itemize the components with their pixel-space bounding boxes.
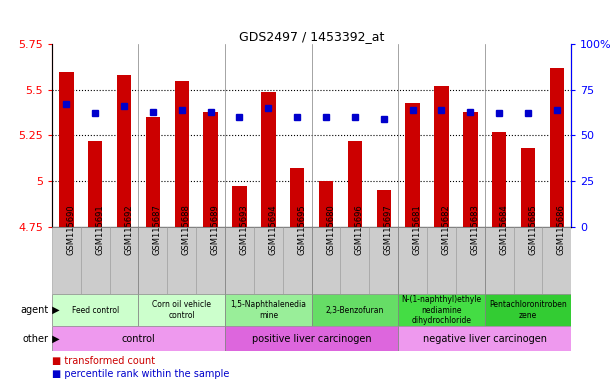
Bar — [463, 112, 478, 227]
Bar — [52, 294, 139, 326]
Bar — [369, 227, 398, 294]
Text: 1,5-Naphthalenedia
mine: 1,5-Naphthalenedia mine — [230, 300, 306, 320]
Bar — [232, 187, 247, 227]
Text: GSM115696: GSM115696 — [355, 205, 364, 255]
Bar — [59, 71, 73, 227]
Text: ▶: ▶ — [49, 334, 59, 344]
Text: positive liver carcinogen: positive liver carcinogen — [252, 334, 371, 344]
Text: 2,3-Benzofuran: 2,3-Benzofuran — [326, 306, 384, 314]
Bar — [405, 103, 420, 227]
Bar — [196, 227, 225, 294]
Bar — [312, 294, 398, 326]
Bar — [492, 132, 507, 227]
Text: N-(1-naphthyl)ethyle
nediamine
dihydrochloride: N-(1-naphthyl)ethyle nediamine dihydroch… — [401, 295, 481, 325]
Text: GSM115690: GSM115690 — [67, 205, 75, 255]
Text: ■ transformed count: ■ transformed count — [52, 356, 155, 366]
Bar — [117, 75, 131, 227]
Text: ▶: ▶ — [49, 305, 59, 315]
Bar — [254, 227, 283, 294]
Bar — [434, 86, 448, 227]
Text: Pentachloronitroben
zene: Pentachloronitroben zene — [489, 300, 567, 320]
Bar — [225, 294, 312, 326]
Bar — [376, 190, 391, 227]
Text: GSM115697: GSM115697 — [384, 205, 393, 255]
Bar — [398, 227, 427, 294]
Title: GDS2497 / 1453392_at: GDS2497 / 1453392_at — [239, 30, 384, 43]
Bar — [485, 294, 571, 326]
Text: GSM115687: GSM115687 — [153, 205, 162, 255]
Text: GSM115684: GSM115684 — [499, 205, 508, 255]
Text: GSM115683: GSM115683 — [470, 205, 479, 255]
Bar — [283, 227, 312, 294]
Text: GSM115695: GSM115695 — [297, 205, 306, 255]
Text: GSM115694: GSM115694 — [268, 205, 277, 255]
Bar — [514, 227, 543, 294]
Text: GSM115681: GSM115681 — [412, 205, 422, 255]
Text: ■ percentile rank within the sample: ■ percentile rank within the sample — [52, 369, 229, 379]
Bar — [550, 68, 564, 227]
Bar — [543, 227, 571, 294]
Text: GSM115693: GSM115693 — [240, 205, 249, 255]
Bar — [312, 227, 340, 294]
Bar — [290, 168, 304, 227]
Bar — [398, 326, 571, 351]
Bar — [485, 227, 514, 294]
Bar — [175, 81, 189, 227]
Bar — [319, 181, 333, 227]
Text: GSM115689: GSM115689 — [211, 205, 219, 255]
Bar — [145, 117, 160, 227]
Bar — [427, 227, 456, 294]
Bar — [203, 112, 218, 227]
Text: other: other — [23, 334, 49, 344]
Bar — [52, 227, 81, 294]
Bar — [52, 326, 225, 351]
Bar — [88, 141, 103, 227]
Bar — [398, 294, 485, 326]
Bar — [261, 92, 276, 227]
Text: negative liver carcinogen: negative liver carcinogen — [423, 334, 547, 344]
Bar — [521, 148, 535, 227]
Text: GSM115682: GSM115682 — [442, 205, 450, 255]
Bar — [109, 227, 139, 294]
Text: control: control — [122, 334, 155, 344]
Bar — [81, 227, 109, 294]
Bar — [139, 294, 225, 326]
Text: Feed control: Feed control — [71, 306, 119, 314]
Bar — [340, 227, 369, 294]
Text: GSM115688: GSM115688 — [182, 205, 191, 255]
Text: Corn oil vehicle
control: Corn oil vehicle control — [152, 300, 211, 320]
Bar — [139, 227, 167, 294]
Bar — [348, 141, 362, 227]
Bar — [225, 326, 398, 351]
Text: GSM115685: GSM115685 — [528, 205, 537, 255]
Text: GSM115686: GSM115686 — [557, 205, 566, 255]
Bar — [167, 227, 196, 294]
Text: agent: agent — [21, 305, 49, 315]
Text: GSM115680: GSM115680 — [326, 205, 335, 255]
Bar — [456, 227, 485, 294]
Bar — [225, 227, 254, 294]
Text: GSM115691: GSM115691 — [95, 205, 104, 255]
Text: GSM115692: GSM115692 — [124, 205, 133, 255]
